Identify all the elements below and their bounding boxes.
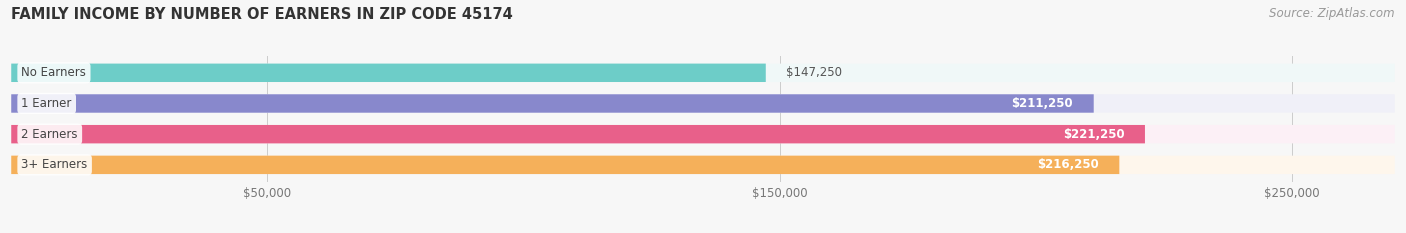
Text: 1 Earner: 1 Earner bbox=[21, 97, 72, 110]
Text: 2 Earners: 2 Earners bbox=[21, 128, 77, 141]
Text: $211,250: $211,250 bbox=[1011, 97, 1073, 110]
FancyBboxPatch shape bbox=[11, 94, 1094, 113]
FancyBboxPatch shape bbox=[11, 64, 766, 82]
FancyBboxPatch shape bbox=[11, 64, 1395, 82]
Text: $216,250: $216,250 bbox=[1038, 158, 1099, 171]
FancyBboxPatch shape bbox=[11, 156, 1395, 174]
Text: $221,250: $221,250 bbox=[1063, 128, 1125, 141]
FancyBboxPatch shape bbox=[11, 94, 1395, 113]
Text: 3+ Earners: 3+ Earners bbox=[21, 158, 87, 171]
Text: Source: ZipAtlas.com: Source: ZipAtlas.com bbox=[1270, 7, 1395, 20]
FancyBboxPatch shape bbox=[11, 125, 1395, 143]
FancyBboxPatch shape bbox=[11, 156, 1119, 174]
Text: No Earners: No Earners bbox=[21, 66, 86, 79]
Text: $147,250: $147,250 bbox=[786, 66, 842, 79]
FancyBboxPatch shape bbox=[11, 125, 1144, 143]
Text: FAMILY INCOME BY NUMBER OF EARNERS IN ZIP CODE 45174: FAMILY INCOME BY NUMBER OF EARNERS IN ZI… bbox=[11, 7, 513, 22]
